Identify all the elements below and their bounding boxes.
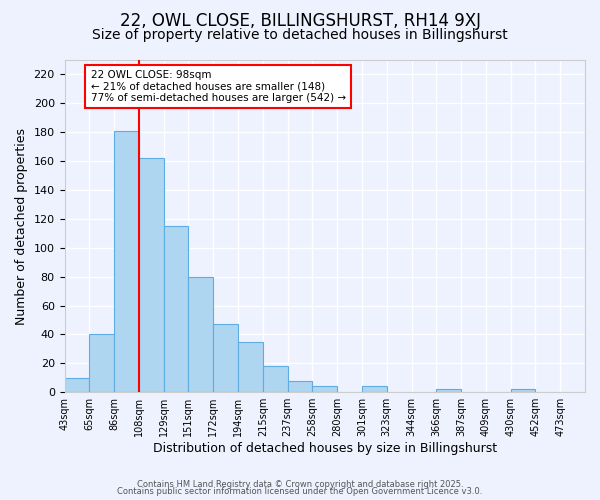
Text: Contains public sector information licensed under the Open Government Licence v3: Contains public sector information licen…: [118, 488, 482, 496]
X-axis label: Distribution of detached houses by size in Billingshurst: Distribution of detached houses by size …: [153, 442, 497, 455]
Bar: [188, 276, 213, 392]
Text: Size of property relative to detached houses in Billingshurst: Size of property relative to detached ho…: [92, 28, 508, 42]
Text: 22, OWL CLOSE, BILLINGSHURST, RH14 9XJ: 22, OWL CLOSE, BILLINGSHURST, RH14 9XJ: [119, 12, 481, 30]
Bar: [139, 158, 164, 392]
Bar: [114, 131, 139, 392]
Bar: [164, 226, 188, 392]
Bar: [263, 366, 287, 392]
Bar: [89, 334, 114, 392]
Text: 22 OWL CLOSE: 98sqm
← 21% of detached houses are smaller (148)
77% of semi-detac: 22 OWL CLOSE: 98sqm ← 21% of detached ho…: [91, 70, 346, 103]
Bar: [436, 390, 461, 392]
Bar: [213, 324, 238, 392]
Y-axis label: Number of detached properties: Number of detached properties: [15, 128, 28, 324]
Bar: [65, 378, 89, 392]
Bar: [313, 386, 337, 392]
Bar: [362, 386, 387, 392]
Bar: [287, 380, 313, 392]
Bar: [238, 342, 263, 392]
Text: Contains HM Land Registry data © Crown copyright and database right 2025.: Contains HM Land Registry data © Crown c…: [137, 480, 463, 489]
Bar: [511, 390, 535, 392]
